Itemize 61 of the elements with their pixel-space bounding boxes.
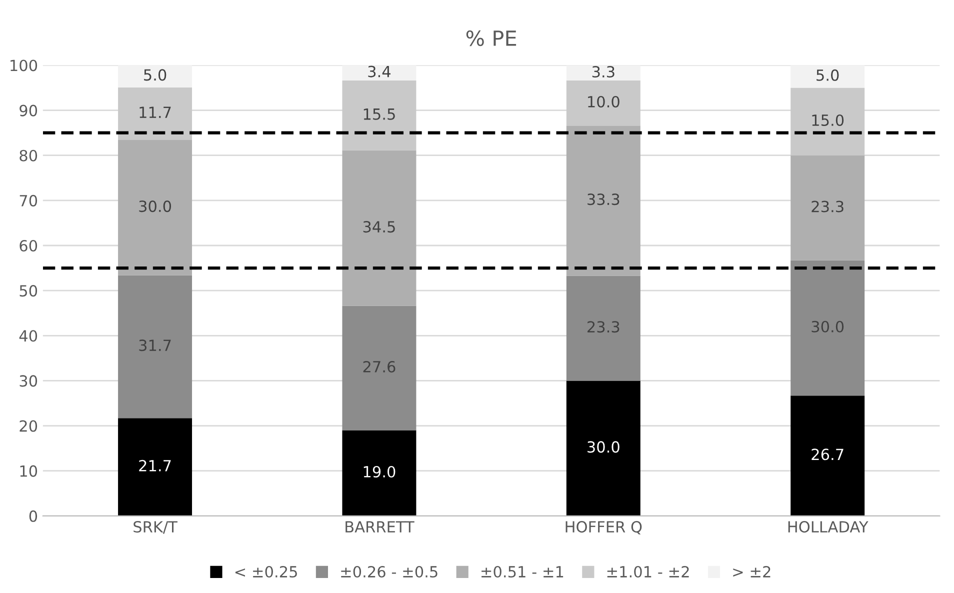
bar	[342, 430, 416, 516]
legend-label: ±0.51 - ±1	[482, 566, 564, 578]
bar	[118, 418, 192, 516]
bar	[790, 88, 865, 156]
y-tick-label: 80	[20, 150, 38, 162]
data-label: 3.4	[368, 66, 391, 78]
data-label: 15.0	[812, 114, 844, 126]
data-label: 30.0	[588, 441, 620, 453]
legend-label: > ±2	[733, 566, 770, 578]
y-tick-label: 40	[19, 330, 38, 342]
y-tick-label: 90	[20, 104, 38, 116]
x-tick-label: HOLLADAY	[788, 521, 868, 533]
bar	[342, 65, 416, 81]
legend-label: ±1.01 - ±2	[607, 566, 689, 578]
bar	[342, 306, 416, 430]
data-label: 21.7	[139, 460, 171, 472]
bar	[566, 126, 640, 276]
bar	[566, 66, 640, 81]
data-label: 10.0	[588, 96, 620, 108]
y-tick-label: 10	[20, 465, 38, 477]
data-label: 11.7	[140, 106, 171, 118]
y-tick-label: 20	[20, 420, 38, 432]
bar	[342, 80, 416, 150]
data-label: 23.3	[588, 321, 620, 333]
bar	[790, 260, 865, 396]
y-tick-label: 30	[20, 375, 38, 387]
data-label: 5.0	[144, 69, 166, 81]
y-tick-label: 100	[10, 60, 38, 72]
data-label: 27.6	[363, 360, 396, 373]
bar	[118, 87, 192, 140]
bar	[790, 65, 865, 88]
bar	[790, 396, 865, 516]
y-tick-label: 0	[29, 510, 38, 522]
bar	[566, 276, 640, 381]
data-label: 26.7	[812, 448, 844, 460]
data-label: 19.0	[364, 466, 396, 478]
data-label: 15.5	[364, 108, 395, 120]
x-tick-label: SRK/T	[134, 521, 178, 534]
y-tick-label: 60	[20, 240, 38, 252]
y-tick-label: 70	[20, 194, 38, 206]
data-label: 34.5	[363, 221, 395, 233]
bar	[118, 275, 192, 418]
legend-label: < ±0.25	[235, 566, 297, 578]
bar	[342, 150, 416, 306]
y-tick-label: 50	[20, 285, 38, 297]
x-tick-label: BARRETT	[346, 521, 414, 532]
data-label: 30.0	[812, 320, 844, 332]
data-label: 30.0	[139, 200, 172, 212]
x-tick-label: HOFFER Q	[566, 521, 642, 534]
data-label: 31.7	[139, 340, 171, 352]
data-label: 3.3	[592, 66, 614, 78]
data-label: 5.0	[816, 69, 839, 81]
bar	[118, 65, 192, 88]
bar	[566, 80, 640, 126]
bar	[118, 140, 192, 276]
legend-label: ±0.26 - ±0.5	[341, 566, 438, 578]
data-label: 23.3	[812, 200, 844, 212]
data-label: 33.3	[588, 194, 620, 206]
bar	[790, 155, 865, 260]
chart-title: % PE	[466, 30, 516, 46]
bar	[566, 380, 640, 516]
